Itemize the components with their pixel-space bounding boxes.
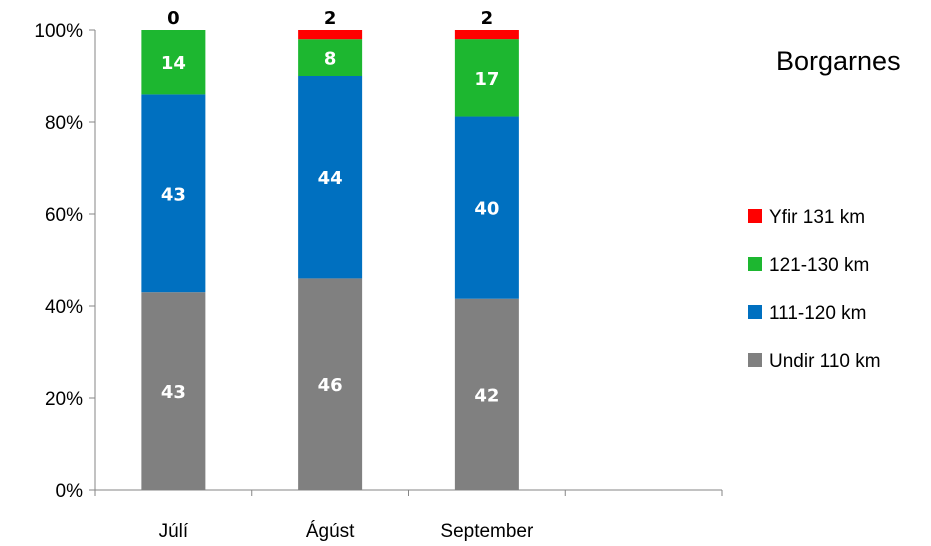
- y-tick-label: 20%: [45, 389, 83, 410]
- data-label: 0: [167, 8, 180, 29]
- bar-segment: [141, 94, 206, 293]
- data-label: 40: [474, 199, 499, 220]
- bar-segment: [298, 278, 363, 490]
- data-label: 43: [161, 184, 186, 205]
- legend-swatch: [748, 209, 762, 223]
- bar-segment: [298, 76, 363, 279]
- legend-swatch: [748, 305, 762, 319]
- legend-swatch: [748, 257, 762, 271]
- legend-swatch: [748, 353, 762, 367]
- data-label: 46: [318, 375, 343, 396]
- y-tick-label: 100%: [34, 21, 83, 42]
- data-label: 2: [324, 8, 337, 29]
- chart-legend: Yfir 131 km 121-130 km 111-120 km Undir 110…: [748, 207, 881, 372]
- legend-label: Undir 110 km: [769, 351, 881, 372]
- y-tick-label: 0%: [56, 481, 84, 502]
- chart-title: Borgarnes: [776, 46, 901, 76]
- bar-segment: [454, 116, 519, 299]
- data-label: 17: [474, 69, 499, 90]
- data-label: 44: [318, 168, 343, 189]
- x-tick-label: September: [440, 521, 534, 542]
- chart-data-labels: 43 43 14 0 46 44 8 2 42 40 17 2: [161, 8, 500, 406]
- legend-label: 121-130 km: [769, 255, 869, 276]
- chart-axes: 0% 20% 40% 60% 80% 100% Júlí Ágúst September: [34, 21, 723, 542]
- data-label: 14: [161, 53, 186, 74]
- legend-label: Yfir 131 km: [769, 207, 865, 228]
- bar-segment: [454, 30, 519, 40]
- x-tick-label: Júlí: [159, 521, 189, 542]
- bar-segment: [141, 30, 206, 95]
- x-tick-label: Ágúst: [306, 521, 355, 542]
- data-label: 8: [324, 49, 337, 70]
- y-tick-label: 80%: [45, 113, 83, 134]
- data-label: 2: [481, 8, 494, 29]
- legend-label: 111-120 km: [769, 303, 867, 324]
- bar-segment: [298, 30, 363, 40]
- chart-bars: [141, 30, 519, 490]
- data-label: 43: [161, 382, 186, 403]
- bar-segment: [141, 292, 206, 490]
- bar-segment: [454, 298, 519, 490]
- bar-segment: [454, 39, 519, 117]
- data-label: 42: [474, 385, 499, 406]
- y-tick-label: 40%: [45, 297, 83, 318]
- bar-segment: [298, 39, 363, 76]
- y-tick-label: 60%: [45, 205, 83, 226]
